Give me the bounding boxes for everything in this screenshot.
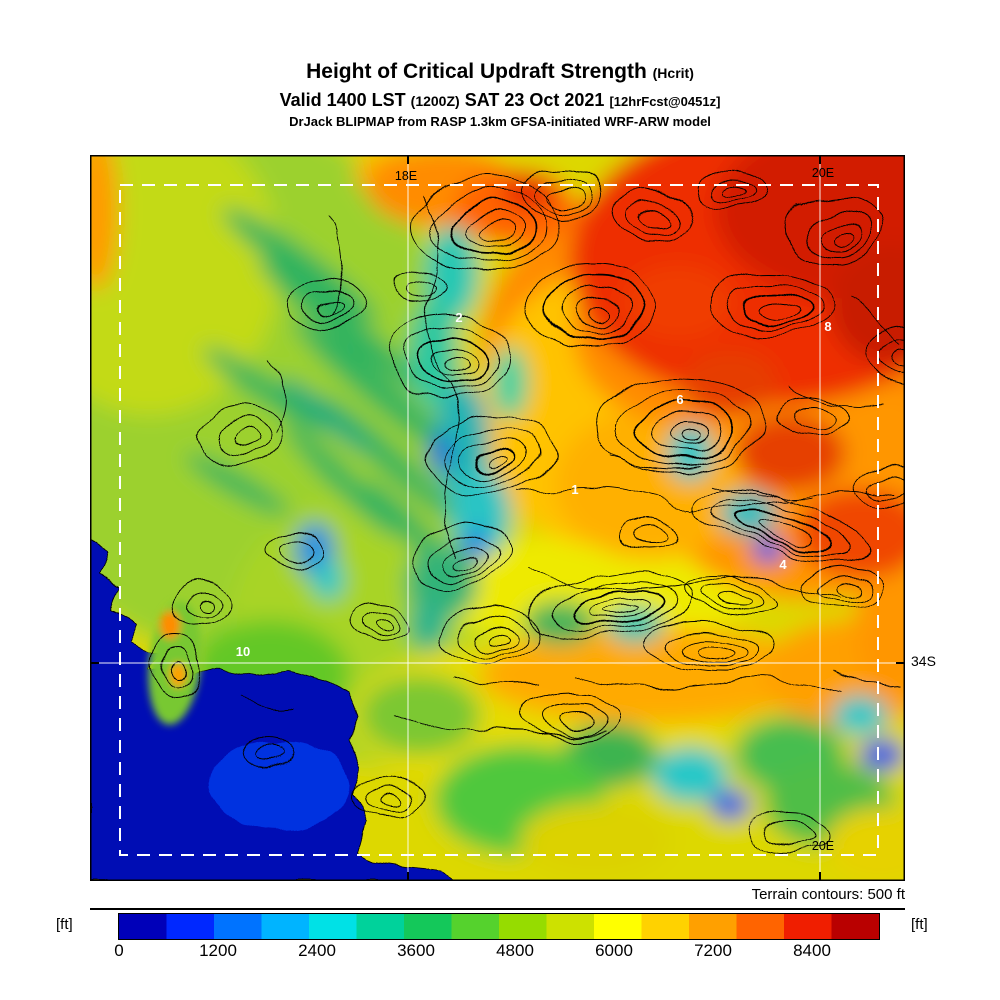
colorbar-tick-4: 4800: [496, 941, 534, 960]
map-value-label: 6: [676, 392, 683, 407]
map-border: [90, 155, 905, 881]
valid-time-line: Valid 1400 LST (1200Z) SAT 23 Oct 2021 […: [0, 90, 1000, 111]
colorbar-tick-0: 0: [114, 941, 124, 960]
footer-divider: [90, 908, 905, 910]
title-main: Height of Critical Updraft Strength: [306, 60, 647, 83]
map-value-label: 1: [571, 482, 578, 497]
colorbar-tick-1: 1200: [199, 941, 237, 960]
domain-inset-dashed-border: [119, 184, 879, 856]
page-title: Height of Critical Updraft Strength (Hcr…: [0, 60, 1000, 84]
colorbar-tick-5: 6000: [595, 941, 633, 960]
colorbar-unit-left: [ft]: [56, 916, 73, 933]
graticule-ticks: [90, 155, 905, 881]
valid-zulu: (1200Z): [410, 93, 460, 109]
title-suffix: (Hcrit): [652, 65, 694, 81]
model-attribution: DrJack BLIPMAP from RASP 1.3km GFSA-init…: [289, 114, 711, 129]
graticule: [90, 155, 905, 881]
colorbar-tick-3: 3600: [397, 941, 435, 960]
colorbar-tick-7: 8400: [793, 941, 831, 960]
map-value-label: 4: [779, 557, 787, 572]
colorbar-tick-6: 7200: [694, 941, 732, 960]
terrain-contour-note: Terrain contours: 500 ft: [751, 886, 905, 903]
lon-label-18e: 18E: [395, 169, 417, 183]
valid-prefix: Valid 1400 LST: [279, 90, 406, 110]
colorbar: [118, 913, 880, 940]
colorbar-tick-2: 2400: [298, 941, 336, 960]
lon-label-20e-bottom: 20E: [812, 839, 834, 853]
valid-date: SAT 23 Oct 2021: [464, 90, 605, 110]
map-value-label: 10: [236, 644, 250, 659]
map-value-label: 8: [824, 319, 831, 334]
forecast-cycle: [12hrFcst@0451z]: [609, 94, 721, 109]
lon-label-20e-top: 20E: [812, 166, 834, 180]
terrain-contours: [154, 169, 905, 854]
colorbar-unit-right: [ft]: [911, 916, 928, 933]
lat-label-34s: 34S: [911, 653, 936, 669]
hcrit-map: 18E 20E 20E 2 8 6 1 4 10: [90, 155, 905, 881]
map-panel: 18E 20E 20E 2 8 6 1 4 10: [90, 155, 905, 881]
map-value-label: 2: [455, 310, 462, 325]
